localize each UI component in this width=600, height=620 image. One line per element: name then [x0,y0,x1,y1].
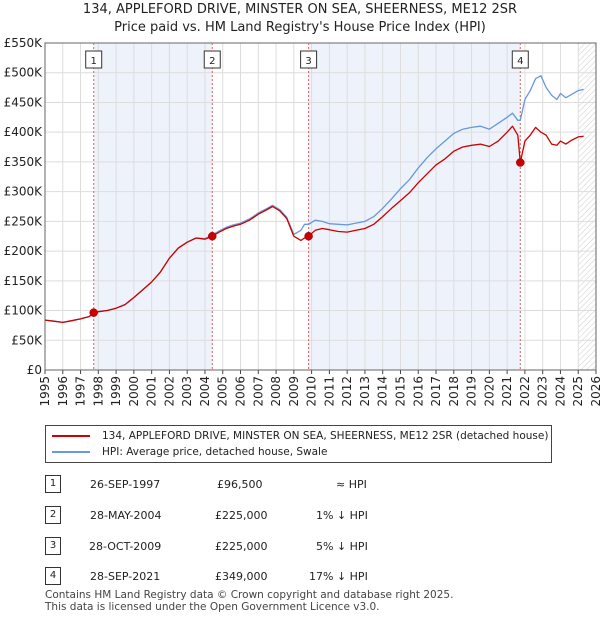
x-tick-label: 2006 [234,376,248,407]
sale-point [89,308,98,317]
x-tick-label: 2021 [500,376,514,407]
transaction-date: 28-OCT-2009 [89,540,162,553]
transaction-row: 3 28-OCT-2009 £225,000 5% ↓ HPI [45,537,545,557]
x-tick-label: 2013 [358,376,372,407]
x-tick-label: 2023 [536,376,550,407]
chart-legend: 134, APPLEFORD DRIVE, MINSTER ON SEA, SH… [45,425,552,463]
y-tick-label: £50K [11,333,43,347]
x-tick-label: 2002 [162,376,176,407]
transaction-row: 2 28-MAY-2004 £225,000 1% ↓ HPI [45,506,545,526]
y-tick-label: £250K [4,214,44,228]
price-chart: £0 £50K £100K £150K £200K £250K £300K £350K £400… [4,36,600,407]
y-tick-label: £0 [27,363,42,377]
sale-label: 2 [209,56,215,67]
x-tick-label: 2011 [322,376,336,407]
transaction-row: 4 28-SEP-2021 £349,000 17% ↓ HPI [45,567,545,587]
sale-label: 1 [91,56,97,67]
sale-label-box [85,50,103,69]
x-tick-label: 2004 [198,376,212,407]
x-tick-label: 1999 [109,376,123,407]
chart-title: 134, APPLEFORD DRIVE, MINSTER ON SEA, SH… [82,2,518,17]
transaction-price: £225,000 [215,509,268,522]
x-tick-label: 2020 [482,376,496,407]
x-tick-label: 2009 [287,376,301,407]
x-tick-label: 2018 [447,376,461,407]
x-tick-label: 2022 [518,376,532,407]
transaction-price: £349,000 [215,570,268,583]
transaction-price: £225,000 [215,540,268,553]
transaction-number: 4 [45,567,61,585]
transaction-number: 2 [45,506,61,524]
x-tick-label: 1996 [56,376,70,407]
legend-label-hpi: HPI: Average price, detached house, Swal… [102,446,328,458]
transaction-date: 26-SEP-1997 [90,478,161,491]
plot-frame [44,42,597,371]
legend-item-hpi: HPI: Average price, detached house, Swal… [52,444,327,460]
sale-label-box [203,50,221,69]
x-tick-label: 2017 [429,376,443,407]
legend-swatch-hpi [52,451,90,453]
transaction-hpi: ≈ HPI [336,478,367,491]
legend-label-property: 134, APPLEFORD DRIVE, MINSTER ON SEA, SH… [102,430,549,442]
x-tick-label: 2001 [145,376,159,407]
transaction-row: 1 26-SEP-1997 £96,500 ≈ HPI [45,475,545,495]
transaction-date: 28-MAY-2004 [90,509,162,522]
x-tick-label: 2014 [376,376,390,407]
transaction-number: 1 [45,475,61,493]
x-tick-label: 2026 [589,376,600,407]
sale-point [516,158,525,167]
y-tick-label: £400K [4,125,44,139]
x-tick-label: 2010 [305,376,319,407]
x-tick-label: 1997 [74,376,88,407]
transaction-number: 3 [45,537,61,555]
sale-point [304,231,313,241]
sale-point [208,231,217,241]
x-tick-label: 2000 [127,376,141,407]
legend-item-property: 134, APPLEFORD DRIVE, MINSTER ON SEA, SH… [52,428,548,444]
x-tick-label: 2016 [411,376,425,407]
transaction-price: £96,500 [217,478,263,491]
sale-label-box [300,50,318,69]
transaction-hpi: 17% ↓ HPI [309,570,368,583]
x-tick-label: 2003 [180,376,194,407]
footer-copyright: Contains HM Land Registry data © Crown c… [45,589,454,601]
y-tick-label: £500K [4,66,44,80]
x-tick-label: 2012 [340,376,354,407]
y-tick-label: £300K [4,185,44,199]
y-tick-label: £550K [4,36,44,50]
x-tick-label: 1995 [38,376,52,407]
transaction-date: 28-SEP-2021 [90,570,161,583]
transaction-hpi: 1% ↓ HPI [316,509,368,522]
chart-subtitle: Price paid vs. HM Land Registry's House … [114,20,486,35]
x-tick-label: 2015 [393,376,407,407]
ownership-shade [93,43,213,370]
ownership-shade [308,43,521,370]
forecast-hatch [578,43,596,370]
y-tick-label: £350K [4,155,44,169]
sale-label: 3 [305,56,311,67]
x-tick-label: 2008 [269,376,283,407]
footer-license: This data is licensed under the Open Gov… [45,601,380,613]
x-tick-label: 2024 [553,376,567,407]
y-tick-label: £450K [4,95,44,109]
y-tick-label: £200K [4,244,44,258]
y-tick-label: £100K [4,304,44,318]
sale-label: 4 [517,56,523,67]
legend-swatch-property [52,435,90,437]
x-tick-label: 2025 [571,376,585,407]
x-tick-label: 2005 [216,376,230,407]
transaction-hpi: 5% ↓ HPI [316,540,368,553]
x-tick-label: 2019 [465,376,479,407]
sale-label-box [511,50,529,69]
x-tick-label: 1998 [91,376,105,407]
x-tick-label: 2007 [251,376,265,407]
y-tick-label: £150K [4,274,44,288]
